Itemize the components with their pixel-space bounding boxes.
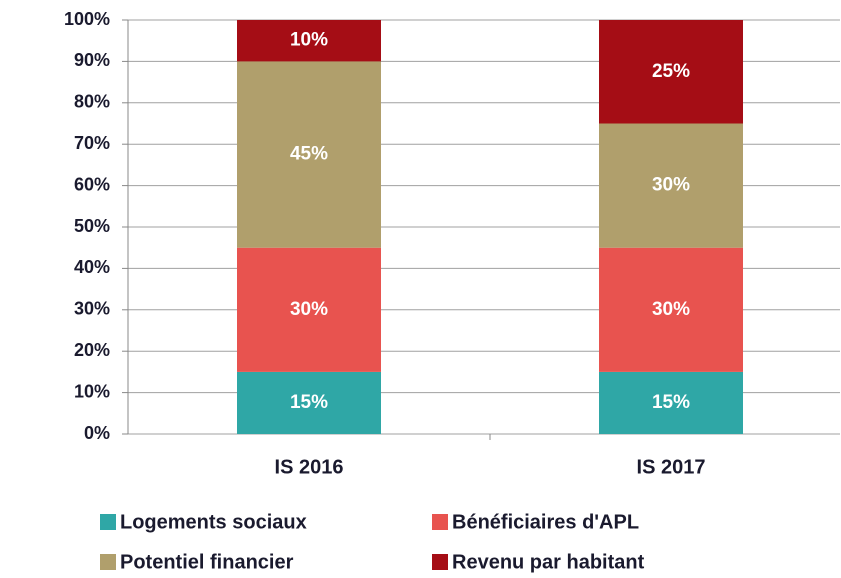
value-label: 25%	[652, 61, 690, 82]
value-label: 30%	[652, 299, 690, 320]
value-label: 30%	[652, 175, 690, 196]
y-tick-label: 10%	[74, 381, 110, 401]
legend-label: Revenu par habitant	[452, 551, 645, 573]
y-tick-label: 20%	[74, 340, 110, 360]
bar-segment	[237, 61, 381, 248]
legend-swatch	[432, 554, 448, 570]
legend-swatch	[100, 514, 116, 530]
y-tick-label: 90%	[74, 50, 110, 70]
bar-segment	[599, 123, 743, 248]
y-tick-label: 0%	[84, 423, 110, 443]
bar-segment	[237, 20, 381, 62]
y-tick-label: 80%	[74, 92, 110, 112]
bar-segment	[237, 371, 381, 434]
y-tick-label: 100%	[64, 9, 110, 29]
bar-segment	[599, 20, 743, 124]
bar-segment	[599, 371, 743, 434]
x-tick-label: IS 2016	[275, 456, 344, 478]
legend-label: Bénéficiaires d'APL	[452, 511, 639, 533]
bar-segment	[599, 247, 743, 372]
x-tick-label: IS 2017	[637, 456, 706, 478]
y-tick-label: 50%	[74, 216, 110, 236]
y-tick-label: 60%	[74, 174, 110, 194]
y-tick-label: 70%	[74, 133, 110, 153]
value-label: 15%	[290, 392, 328, 413]
y-tick-label: 30%	[74, 299, 110, 319]
value-label: 10%	[290, 30, 328, 51]
bar-segment	[237, 247, 381, 372]
legend-swatch	[100, 554, 116, 570]
value-label: 15%	[652, 392, 690, 413]
value-label: 30%	[290, 299, 328, 320]
value-label: 45%	[290, 144, 328, 165]
legend-label: Potentiel financier	[120, 551, 294, 573]
legend-label: Logements sociaux	[120, 511, 307, 533]
legend-swatch	[432, 514, 448, 530]
y-tick-label: 40%	[74, 257, 110, 277]
